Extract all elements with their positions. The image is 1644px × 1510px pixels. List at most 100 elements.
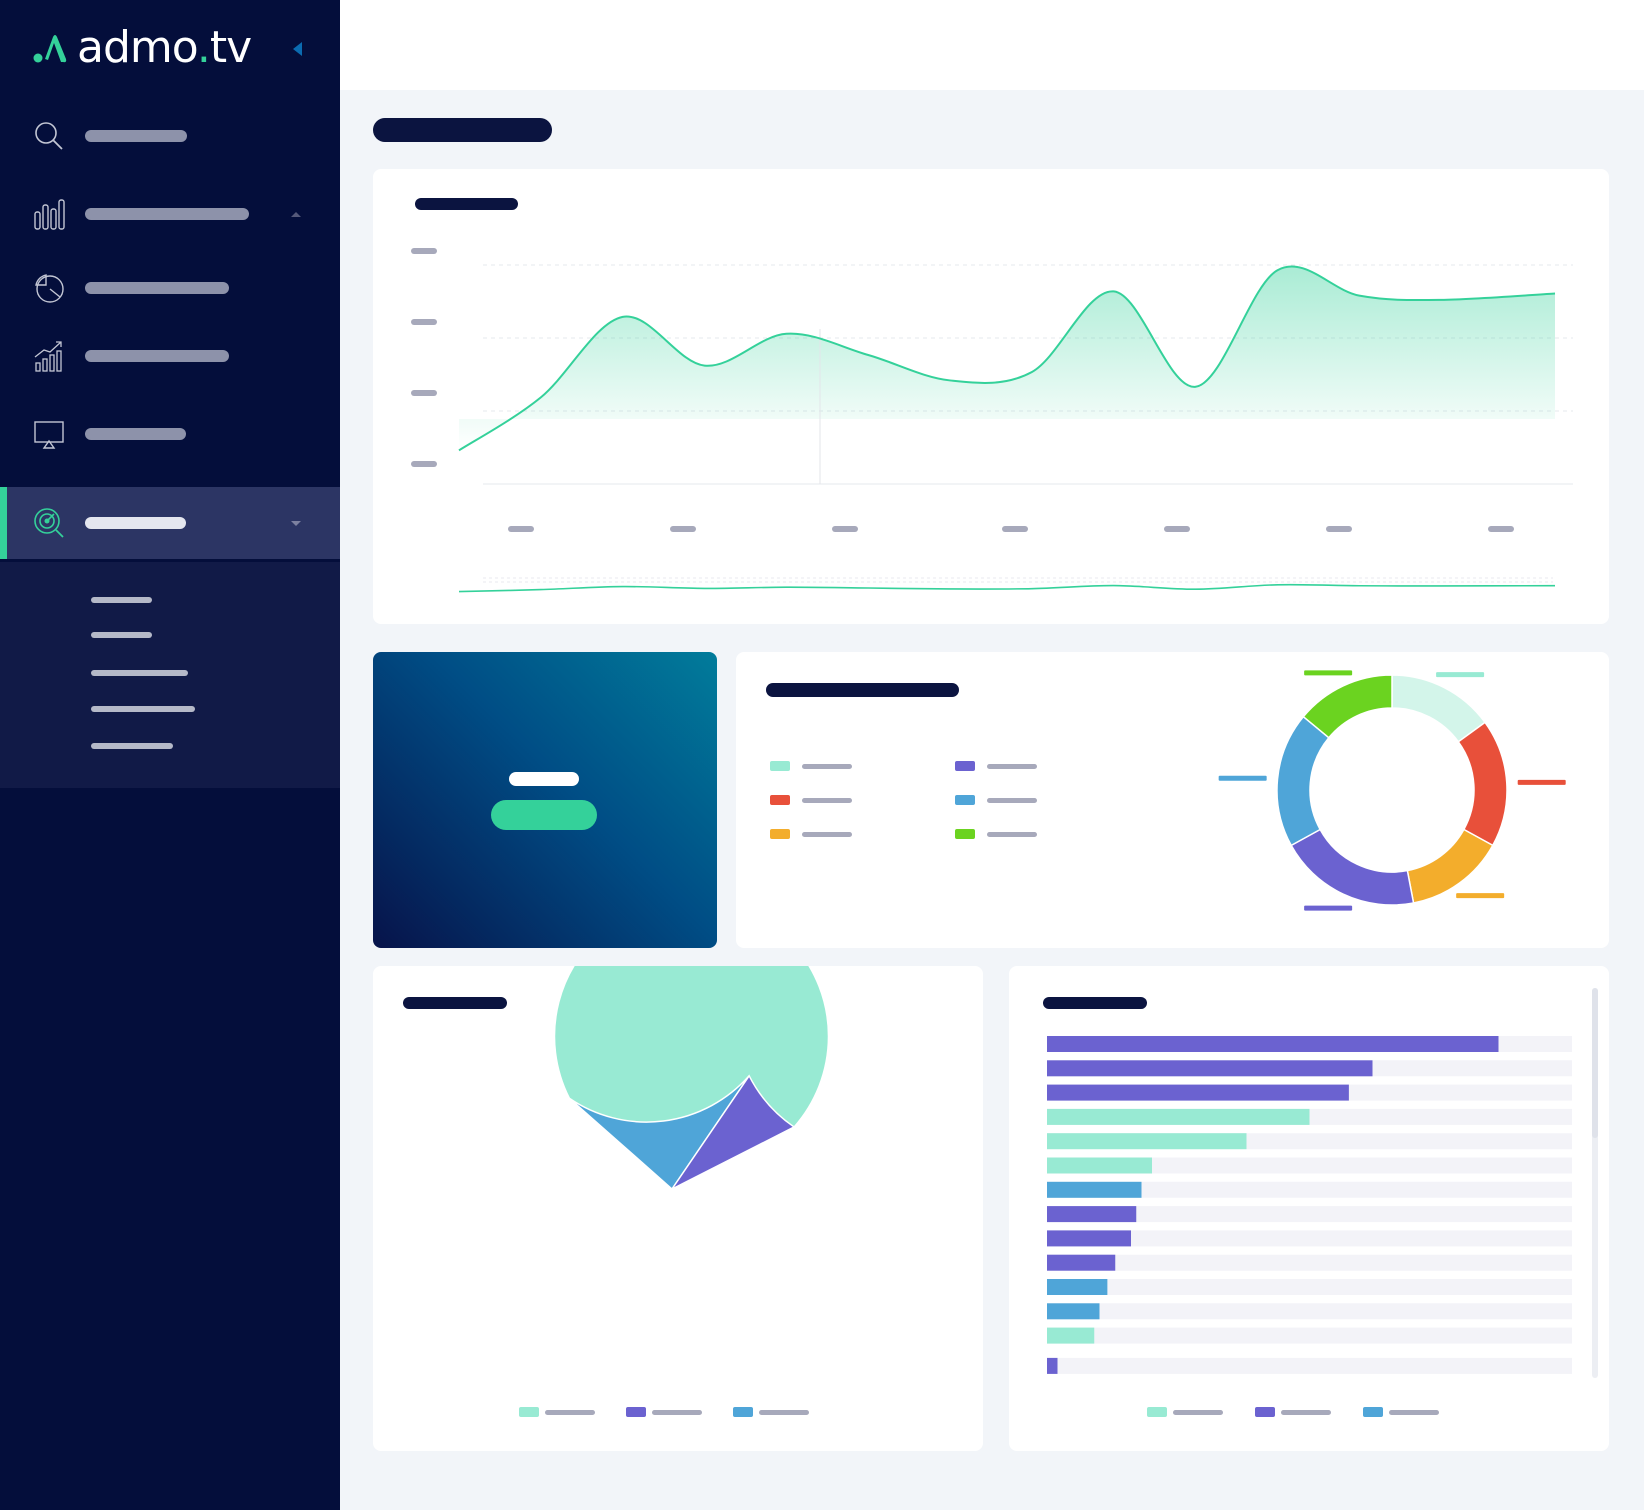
donut-chart[interactable]: [1206, 670, 1606, 930]
sidebar-item-targeting[interactable]: [0, 487, 340, 559]
logo-icon: [33, 35, 67, 63]
chevron-up-icon[interactable]: [290, 209, 302, 219]
legend-swatch: [519, 1407, 539, 1417]
bar-chart[interactable]: [1009, 966, 1609, 1451]
donut-label: [1304, 670, 1353, 676]
area-chart[interactable]: [373, 169, 1609, 624]
bar: [1047, 1084, 1349, 1101]
legend-label: [987, 832, 1037, 837]
legend-swatch: [955, 761, 975, 771]
submenu: [0, 562, 340, 788]
x-tick-label: [1488, 526, 1514, 532]
sidebar-item-tv[interactable]: [0, 402, 340, 466]
bar: [1047, 1181, 1142, 1198]
legend-label: [652, 1410, 702, 1415]
bar-track: [1047, 1279, 1572, 1295]
sidebar: admo.tv: [0, 0, 340, 1510]
submenu-item[interactable]: [91, 632, 152, 638]
sidebar-item-analytics[interactable]: [0, 182, 340, 246]
legend-swatch: [955, 829, 975, 839]
bar: [1047, 1157, 1152, 1174]
bar: [1047, 1036, 1499, 1052]
legend-label: [1173, 1410, 1223, 1415]
chevron-down-icon[interactable]: [290, 519, 302, 529]
page-title: [373, 118, 552, 142]
legend-swatch: [1363, 1407, 1383, 1417]
donut-label: [1218, 775, 1267, 781]
bar: [1047, 1254, 1116, 1271]
pie-chart-icon: [35, 274, 64, 303]
donut-label: [1517, 779, 1566, 785]
x-tick-label: [670, 526, 696, 532]
submenu-item[interactable]: [91, 670, 188, 676]
sidebar-item-label: [85, 428, 186, 440]
donut-slice: [1276, 715, 1330, 847]
donut-label: [1456, 893, 1505, 899]
card-title: [403, 997, 507, 1009]
legend-swatch: [770, 795, 790, 805]
pie-chart[interactable]: [373, 966, 983, 1451]
bar-track: [1047, 1181, 1572, 1198]
overview-line: [458, 583, 1556, 593]
sidebar-item-label: [85, 282, 229, 294]
area-fill: [459, 266, 1555, 451]
legend-label: [759, 1410, 809, 1415]
pie-chart-card: [373, 966, 983, 1451]
y-tick-label: [411, 461, 437, 467]
bar-chart-card: [1009, 966, 1609, 1451]
legend-swatch: [733, 1407, 753, 1417]
logo[interactable]: admo.tv: [33, 21, 252, 73]
submenu-item[interactable]: [91, 597, 152, 603]
sidebar-item-reports[interactable]: [0, 256, 340, 320]
submenu-item[interactable]: [91, 743, 173, 749]
legend-swatch: [770, 829, 790, 839]
y-tick-label: [411, 248, 437, 254]
bar: [1047, 1206, 1137, 1223]
legend-swatch: [626, 1407, 646, 1417]
card-title: [1043, 997, 1147, 1009]
legend-label: [1281, 1410, 1331, 1415]
bar: [1047, 1108, 1310, 1125]
card-title: [766, 683, 959, 697]
bar: [1047, 1230, 1131, 1247]
promo-card: [373, 652, 717, 948]
legend-label: [802, 832, 852, 837]
donut-slice: [1406, 828, 1494, 904]
legend-label: [802, 798, 852, 803]
sidebar-item-label: [85, 517, 186, 529]
sidebar-item-label: [85, 130, 187, 142]
bar-track: [1047, 1254, 1572, 1271]
bar: [1047, 1303, 1100, 1320]
scrollbar-thumb[interactable]: [1592, 988, 1598, 1138]
donut-label: [1304, 905, 1353, 911]
series-line: [458, 265, 1556, 452]
target-icon: [34, 508, 64, 538]
legend-label: [987, 798, 1037, 803]
donut-slice: [1302, 674, 1393, 739]
legend-label: [802, 764, 852, 769]
search-icon: [35, 122, 63, 150]
tv-screen-icon: [34, 421, 64, 449]
donut-chart-card: [736, 652, 1609, 948]
growth-chart-icon: [34, 341, 62, 372]
legend-swatch: [1255, 1407, 1275, 1417]
sidebar-item-search[interactable]: [0, 104, 340, 168]
promo-text: [509, 772, 579, 786]
bar-track: [1047, 1303, 1572, 1320]
promo-button[interactable]: [491, 800, 597, 830]
donut-legend: [770, 761, 1037, 839]
x-tick-label: [1164, 526, 1190, 532]
collapse-sidebar-icon[interactable]: [290, 40, 304, 58]
pie-slice: [568, 1075, 750, 1191]
donut-slice: [1457, 721, 1508, 847]
active-indicator: [0, 487, 7, 559]
submenu-item[interactable]: [91, 706, 195, 712]
scrollbar[interactable]: [1592, 988, 1598, 1378]
sidebar-item-label: [85, 208, 249, 220]
y-tick-label: [411, 319, 437, 325]
donut-label: [1436, 672, 1485, 678]
legend-label: [545, 1410, 595, 1415]
bar: [1047, 1327, 1095, 1344]
logo-text: admo.tv: [77, 21, 252, 73]
sidebar-item-growth[interactable]: [0, 324, 340, 388]
